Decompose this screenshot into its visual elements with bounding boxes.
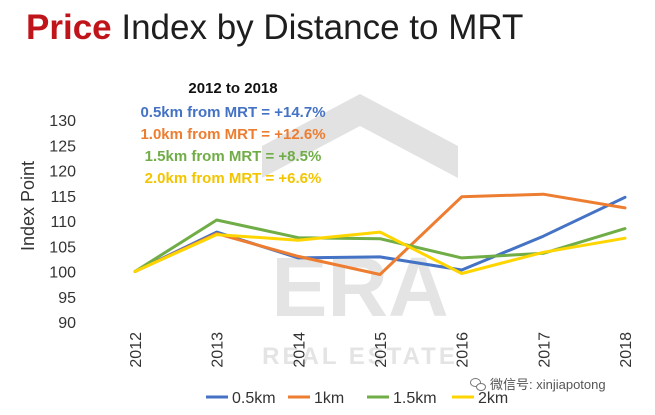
- legend-label: 1.5km: [393, 390, 437, 407]
- annotation-heading: 2012 to 2018: [188, 80, 277, 97]
- x-tick-label: 2012: [128, 332, 145, 368]
- y-tick-label: 105: [49, 239, 76, 256]
- y-tick-label: 100: [49, 265, 76, 282]
- x-axis-ticks: 2012 2013 2014 2015 2016 2017 2018: [128, 332, 635, 368]
- title-accent: Price: [26, 8, 112, 47]
- wechat-text: 微信号: xinjiapotong: [490, 377, 606, 392]
- y-axis-label: Index Point: [18, 161, 38, 251]
- x-tick-label: 2016: [455, 332, 472, 368]
- annotation-line-0: 0.5km from MRT = +14.7%: [140, 104, 325, 121]
- legend-label: 1km: [314, 390, 344, 407]
- y-tick-label: 125: [49, 138, 76, 155]
- wechat-icon: [470, 377, 486, 391]
- watermark-roof-icon: [262, 94, 458, 178]
- legend: 0.5km 1km 1.5km 2km: [206, 390, 508, 407]
- x-tick-label: 2017: [536, 332, 553, 368]
- y-axis-ticks: 90 95 100 105 110 115 120 125 130: [49, 113, 76, 332]
- y-tick-label: 95: [58, 290, 76, 307]
- series-lines: [133, 192, 627, 276]
- x-tick-label: 2013: [210, 332, 227, 368]
- legend-label: 0.5km: [232, 390, 276, 407]
- x-tick-label: 2015: [373, 332, 390, 368]
- y-tick-label: 110: [50, 214, 76, 231]
- title-rest: Index by Distance to MRT: [111, 8, 524, 47]
- annotation-line-1: 1.0km from MRT = +12.6%: [140, 126, 325, 143]
- chart-title: Price Index by Distance to MRT: [26, 4, 523, 52]
- x-tick-label: 2018: [618, 332, 635, 368]
- annotation-box: 2012 to 2018 0.5km from MRT = +14.7% 1.0…: [140, 80, 325, 187]
- annotation-line-2: 1.5km from MRT = +8.5%: [145, 148, 322, 165]
- watermark-subtitle: REAL ESTATE: [262, 343, 458, 370]
- x-tick-label: 2014: [291, 332, 308, 368]
- y-tick-label: 90: [58, 315, 76, 332]
- wechat-watermark: 微信号: xinjiapotong: [470, 374, 606, 393]
- y-tick-label: 120: [49, 164, 76, 181]
- y-tick-label: 115: [50, 189, 76, 206]
- y-tick-label: 130: [49, 113, 76, 130]
- series-line-2km: [133, 230, 627, 275]
- legend-label: 2km: [478, 390, 508, 407]
- watermark: ERA REAL ESTATE: [262, 94, 458, 370]
- annotation-line-3: 2.0km from MRT = +6.6%: [145, 170, 322, 187]
